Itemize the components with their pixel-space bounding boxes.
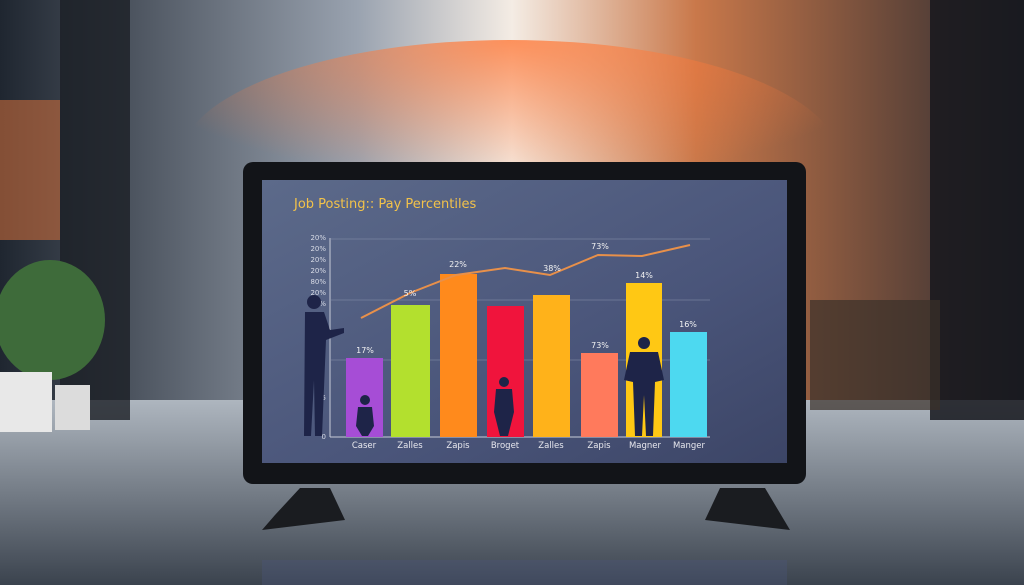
y-label: 20% <box>310 234 326 242</box>
bar-label: 38% <box>543 264 561 273</box>
bar <box>391 305 430 437</box>
person <box>356 407 374 436</box>
pillar <box>930 0 1024 420</box>
person <box>638 337 650 349</box>
y-label: 80% <box>310 278 326 286</box>
pot <box>55 385 90 430</box>
monitor-stand <box>705 488 790 530</box>
window <box>0 100 60 240</box>
category-label: Broget <box>491 441 520 451</box>
category-label: Zalles <box>538 441 564 451</box>
category-label: Zapis <box>446 441 470 451</box>
bar <box>440 274 477 437</box>
bar-label: 73% <box>591 341 609 350</box>
y-label: 0 <box>322 433 326 441</box>
category-label: Manger <box>673 441 706 451</box>
line-label: 73% <box>591 242 609 251</box>
silhouettes <box>304 295 664 436</box>
person <box>624 352 664 436</box>
office-desk <box>810 300 940 410</box>
y-label: 20% <box>310 267 326 275</box>
bar <box>670 332 707 437</box>
y-label: 20% <box>310 256 326 264</box>
category-label: Zapis <box>587 441 611 451</box>
y-label: 5 <box>322 394 326 402</box>
screen <box>262 180 787 463</box>
y-label: 20% <box>310 245 326 253</box>
trend-line <box>360 244 691 319</box>
category-label: Zalles <box>397 441 423 451</box>
bar-label: 17% <box>356 346 374 355</box>
bar-label: 16% <box>679 320 697 329</box>
person <box>499 377 509 387</box>
chart-title: Job Posting:: Pay Percentiles <box>293 197 477 212</box>
bar-label: 22% <box>449 260 467 269</box>
y-label: 20% <box>310 289 326 297</box>
bar <box>533 295 570 437</box>
category-label: Magner <box>629 441 662 451</box>
reflection <box>262 560 787 585</box>
person <box>494 389 514 436</box>
person <box>307 295 321 309</box>
pot <box>0 372 52 432</box>
person <box>304 312 344 436</box>
bar <box>581 353 618 437</box>
monitor-stand <box>262 488 345 530</box>
bar-label: 14% <box>635 271 653 280</box>
person <box>360 395 370 405</box>
category-label: Caser <box>352 441 377 451</box>
bar-label: 5% <box>404 289 417 298</box>
plant <box>0 260 105 380</box>
